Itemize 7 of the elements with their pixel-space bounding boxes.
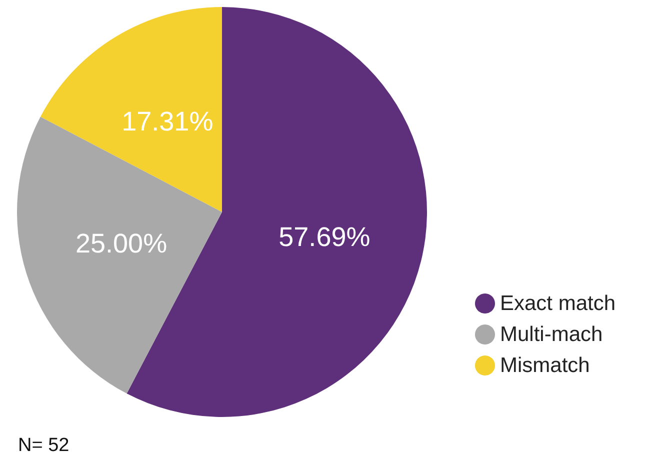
text: N= 52	[18, 435, 70, 456]
legend-label: Multi-mach	[500, 323, 603, 346]
data-label: 57.69%	[278, 222, 370, 252]
legend-label: Exact match	[500, 292, 616, 315]
legend-label: Mismatch	[500, 354, 590, 377]
data-label: 25.00%	[75, 228, 168, 258]
data-label: 17.31%	[122, 106, 214, 137]
